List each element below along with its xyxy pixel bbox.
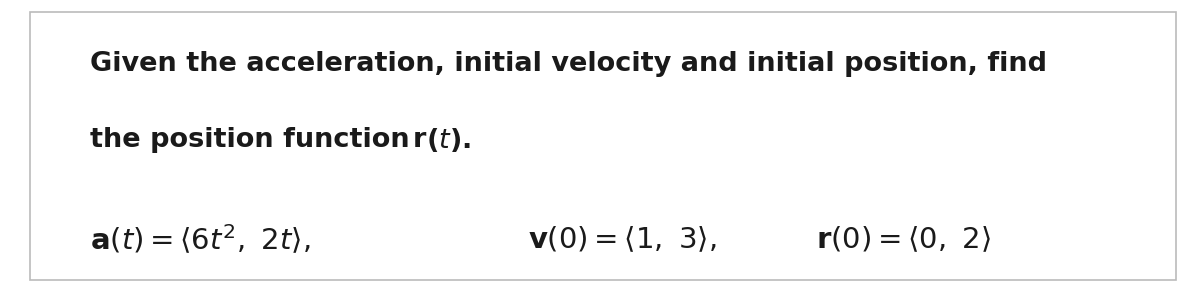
Text: the position function: the position function (90, 127, 419, 153)
Text: $\mathbf{v}$$(0) = \langle 1,\ 3\rangle,$: $\mathbf{v}$$(0) = \langle 1,\ 3\rangle,… (528, 225, 716, 254)
Text: $\mathbf{r}$$(0) = \langle 0,\ 2\rangle$: $\mathbf{r}$$(0) = \langle 0,\ 2\rangle$ (816, 225, 991, 254)
Text: ($t$).: ($t$). (426, 126, 470, 154)
Text: $\mathbf{a}$$(t) = \langle 6t^2,\ 2t\rangle,$: $\mathbf{a}$$(t) = \langle 6t^2,\ 2t\ran… (90, 223, 311, 256)
Text: Given the acceleration, initial velocity and initial position, find: Given the acceleration, initial velocity… (90, 51, 1046, 77)
Text: $\mathbf{r}$: $\mathbf{r}$ (412, 127, 427, 153)
